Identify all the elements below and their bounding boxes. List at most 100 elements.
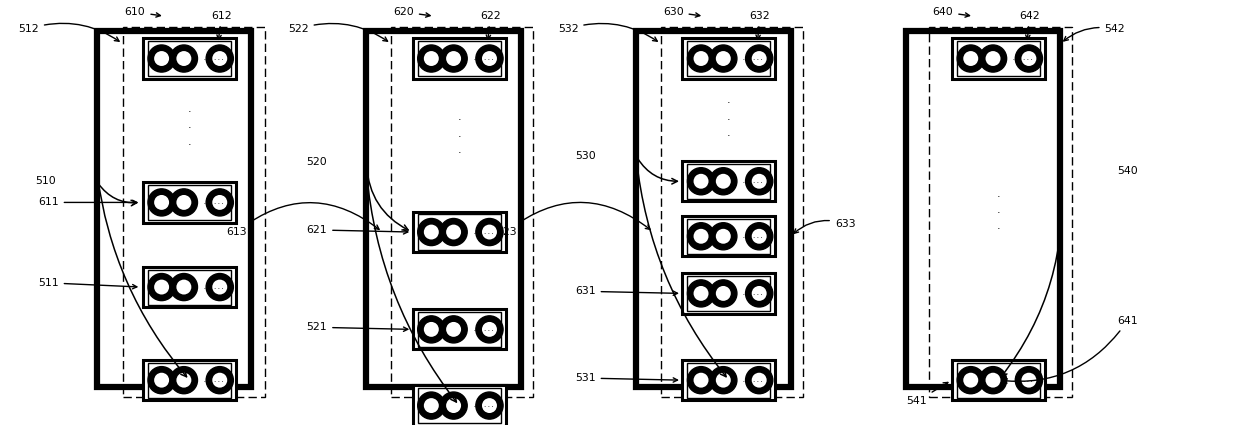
Text: ......: ...... bbox=[202, 378, 224, 383]
Ellipse shape bbox=[206, 367, 233, 394]
Bar bbox=[957, 363, 1040, 398]
Text: ·
·
·: · · · bbox=[187, 107, 191, 150]
Text: 522: 522 bbox=[288, 23, 388, 41]
Ellipse shape bbox=[440, 45, 467, 72]
Ellipse shape bbox=[715, 286, 730, 301]
Ellipse shape bbox=[687, 367, 714, 394]
Ellipse shape bbox=[482, 398, 497, 413]
Bar bbox=[661, 27, 804, 397]
Ellipse shape bbox=[745, 45, 773, 72]
Bar bbox=[682, 360, 775, 400]
Bar bbox=[418, 41, 501, 76]
Bar bbox=[148, 41, 231, 76]
Ellipse shape bbox=[148, 273, 175, 301]
Ellipse shape bbox=[693, 373, 708, 388]
Ellipse shape bbox=[170, 273, 197, 301]
Bar bbox=[687, 219, 770, 254]
Text: 521: 521 bbox=[306, 322, 408, 332]
Text: ......: ...... bbox=[202, 56, 224, 61]
Ellipse shape bbox=[745, 168, 773, 195]
Ellipse shape bbox=[957, 45, 985, 72]
Text: 540: 540 bbox=[1117, 166, 1137, 176]
Text: 623: 623 bbox=[496, 202, 650, 237]
Ellipse shape bbox=[693, 229, 708, 244]
Ellipse shape bbox=[440, 219, 467, 246]
Bar bbox=[148, 363, 231, 398]
Bar bbox=[418, 312, 501, 347]
Ellipse shape bbox=[212, 51, 227, 66]
Ellipse shape bbox=[957, 367, 985, 394]
Text: ......: ...... bbox=[472, 230, 495, 235]
Ellipse shape bbox=[170, 367, 197, 394]
Ellipse shape bbox=[687, 45, 714, 72]
Ellipse shape bbox=[482, 225, 497, 239]
Ellipse shape bbox=[176, 51, 191, 66]
Text: 613: 613 bbox=[226, 203, 379, 237]
Ellipse shape bbox=[476, 392, 503, 419]
Text: 512: 512 bbox=[19, 23, 119, 41]
Ellipse shape bbox=[206, 189, 233, 216]
Text: 631: 631 bbox=[575, 286, 677, 296]
Bar bbox=[143, 267, 236, 307]
Ellipse shape bbox=[715, 229, 730, 244]
Bar bbox=[682, 161, 775, 201]
Ellipse shape bbox=[424, 322, 439, 337]
Ellipse shape bbox=[482, 322, 497, 337]
Ellipse shape bbox=[745, 280, 773, 307]
Bar bbox=[905, 31, 1060, 386]
Text: ......: ...... bbox=[742, 234, 764, 239]
Ellipse shape bbox=[170, 45, 197, 72]
Ellipse shape bbox=[154, 51, 169, 66]
Text: 633: 633 bbox=[794, 219, 856, 233]
Text: ......: ...... bbox=[1012, 378, 1034, 383]
Ellipse shape bbox=[424, 225, 439, 239]
Text: 630: 630 bbox=[663, 7, 699, 17]
Ellipse shape bbox=[212, 279, 227, 294]
Bar bbox=[929, 27, 1071, 397]
Ellipse shape bbox=[963, 51, 978, 66]
Text: 510: 510 bbox=[36, 176, 56, 186]
Ellipse shape bbox=[709, 367, 737, 394]
Ellipse shape bbox=[176, 195, 191, 210]
Ellipse shape bbox=[709, 168, 737, 195]
Ellipse shape bbox=[709, 45, 737, 72]
Bar bbox=[957, 41, 1040, 76]
Text: ......: ...... bbox=[202, 200, 224, 205]
Text: ......: ...... bbox=[742, 378, 764, 383]
Ellipse shape bbox=[446, 51, 461, 66]
Text: 611: 611 bbox=[38, 197, 136, 207]
Bar bbox=[687, 164, 770, 199]
Ellipse shape bbox=[715, 373, 730, 388]
Ellipse shape bbox=[418, 219, 445, 246]
Text: 642: 642 bbox=[1019, 11, 1040, 39]
Ellipse shape bbox=[693, 51, 708, 66]
Text: 530: 530 bbox=[575, 151, 595, 161]
Ellipse shape bbox=[687, 223, 714, 250]
Ellipse shape bbox=[206, 45, 233, 72]
Text: ......: ...... bbox=[742, 56, 764, 61]
Ellipse shape bbox=[980, 367, 1007, 394]
Bar bbox=[97, 31, 252, 386]
Ellipse shape bbox=[176, 279, 191, 294]
Ellipse shape bbox=[418, 316, 445, 343]
Bar bbox=[682, 216, 775, 256]
Ellipse shape bbox=[154, 373, 169, 388]
Bar bbox=[687, 41, 770, 76]
Bar bbox=[687, 276, 770, 311]
Text: 520: 520 bbox=[306, 157, 327, 167]
Ellipse shape bbox=[980, 45, 1007, 72]
Text: ......: ...... bbox=[742, 179, 764, 184]
Ellipse shape bbox=[148, 367, 175, 394]
Bar bbox=[682, 38, 775, 79]
Ellipse shape bbox=[751, 174, 766, 189]
Bar bbox=[687, 363, 770, 398]
Text: 620: 620 bbox=[393, 7, 430, 17]
Ellipse shape bbox=[148, 45, 175, 72]
Text: 641: 641 bbox=[1003, 316, 1137, 383]
Ellipse shape bbox=[476, 45, 503, 72]
Bar bbox=[148, 270, 231, 305]
Text: 511: 511 bbox=[38, 278, 136, 289]
Text: ......: ...... bbox=[472, 327, 495, 332]
Ellipse shape bbox=[1016, 367, 1043, 394]
Ellipse shape bbox=[715, 174, 730, 189]
